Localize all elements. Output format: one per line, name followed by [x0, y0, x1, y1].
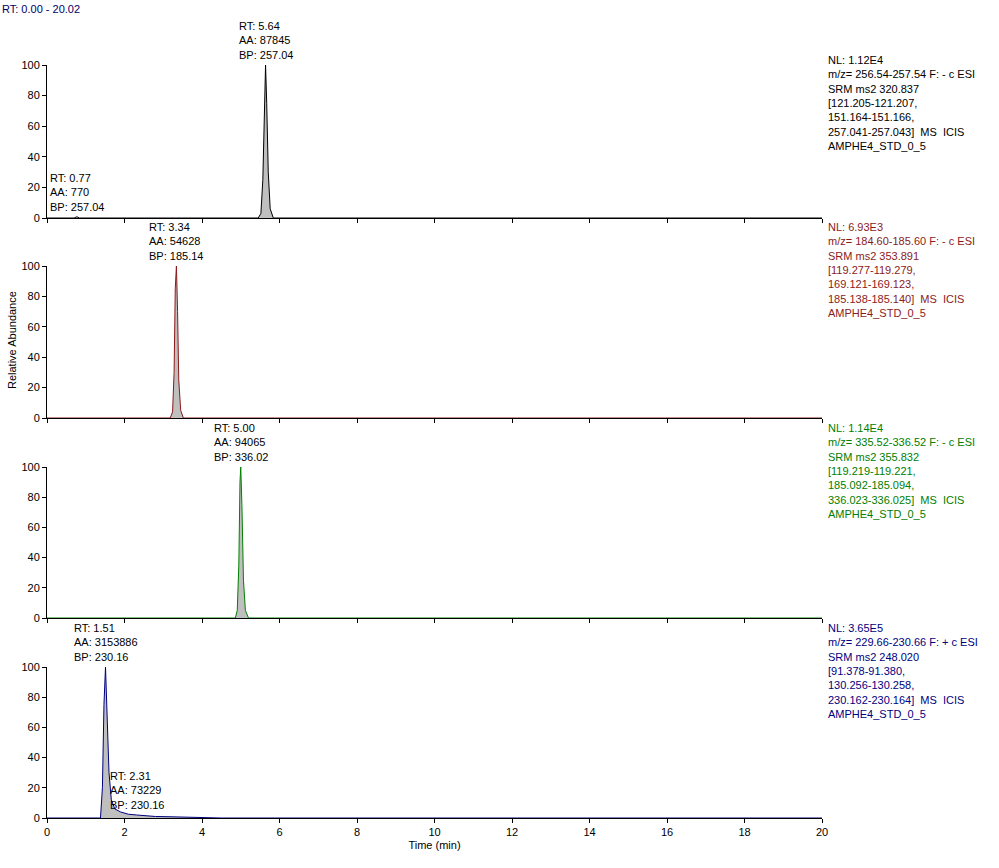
svg-text:NL: 3.65E5m/z= 229.66-230.66 F: NL: 3.65E5m/z= 229.66-230.66 F: + c ESIS…	[828, 622, 978, 720]
svg-text:20: 20	[28, 782, 40, 794]
svg-text:RT: 1.51AA: 3153886BP: 230.16: RT: 1.51AA: 3153886BP: 230.16	[74, 622, 138, 663]
svg-text:4: 4	[199, 826, 205, 838]
svg-text:20: 20	[816, 826, 828, 838]
svg-text:40: 40	[28, 351, 40, 363]
svg-text:0: 0	[34, 612, 40, 624]
svg-text:100: 100	[21, 260, 39, 272]
svg-text:40: 40	[28, 151, 40, 163]
svg-text:14: 14	[583, 826, 595, 838]
svg-text:20: 20	[28, 381, 40, 393]
svg-text:0: 0	[34, 812, 40, 824]
svg-text:60: 60	[28, 521, 40, 533]
svg-text:RT: 3.34AA: 54628BP: 185.14: RT: 3.34AA: 54628BP: 185.14	[149, 221, 203, 262]
svg-text:100: 100	[21, 461, 39, 473]
svg-text:80: 80	[28, 89, 40, 101]
svg-text:60: 60	[28, 120, 40, 132]
svg-text:40: 40	[28, 551, 40, 563]
svg-text:RT: 0.77AA: 770BP: 257.04: RT: 0.77AA: 770BP: 257.04	[50, 172, 104, 213]
svg-text:2: 2	[121, 826, 127, 838]
svg-text:RT: 2.31AA: 73229BP: 230.16: RT: 2.31AA: 73229BP: 230.16	[110, 770, 164, 811]
svg-text:16: 16	[661, 826, 673, 838]
svg-text:20: 20	[28, 582, 40, 594]
svg-text:80: 80	[28, 491, 40, 503]
svg-text:NL: 6.93E3m/z= 184.60-185.60 F: NL: 6.93E3m/z= 184.60-185.60 F: - c ESIS…	[828, 221, 975, 319]
svg-text:Time (min): Time (min)	[408, 839, 460, 851]
svg-text:80: 80	[28, 691, 40, 703]
svg-text:18: 18	[738, 826, 750, 838]
svg-text:6: 6	[276, 826, 282, 838]
svg-text:100: 100	[21, 59, 39, 71]
svg-text:8: 8	[354, 826, 360, 838]
svg-text:RT: 5.64AA: 87845BP: 257.04: RT: 5.64AA: 87845BP: 257.04	[239, 20, 293, 61]
svg-text:80: 80	[28, 290, 40, 302]
svg-text:12: 12	[506, 826, 518, 838]
svg-text:Relative Abundance: Relative Abundance	[6, 291, 18, 389]
svg-text:0: 0	[34, 212, 40, 224]
svg-text:60: 60	[28, 321, 40, 333]
svg-text:0: 0	[34, 412, 40, 424]
svg-text:RT: 5.00AA: 94065BP: 336.02: RT: 5.00AA: 94065BP: 336.02	[214, 422, 268, 463]
svg-text:100: 100	[21, 661, 39, 673]
svg-text:20: 20	[28, 181, 40, 193]
svg-text:10: 10	[428, 826, 440, 838]
svg-text:NL: 1.12E4m/z= 256.54-257.54 F: NL: 1.12E4m/z= 256.54-257.54 F: - c ESIS…	[828, 54, 975, 152]
svg-text:0: 0	[44, 826, 50, 838]
svg-text:60: 60	[28, 721, 40, 733]
svg-text:40: 40	[28, 751, 40, 763]
svg-text:RT: 0.00 - 20.02: RT: 0.00 - 20.02	[2, 3, 80, 15]
svg-text:NL: 1.14E4m/z= 335.52-336.52 F: NL: 1.14E4m/z= 335.52-336.52 F: - c ESIS…	[828, 422, 975, 520]
